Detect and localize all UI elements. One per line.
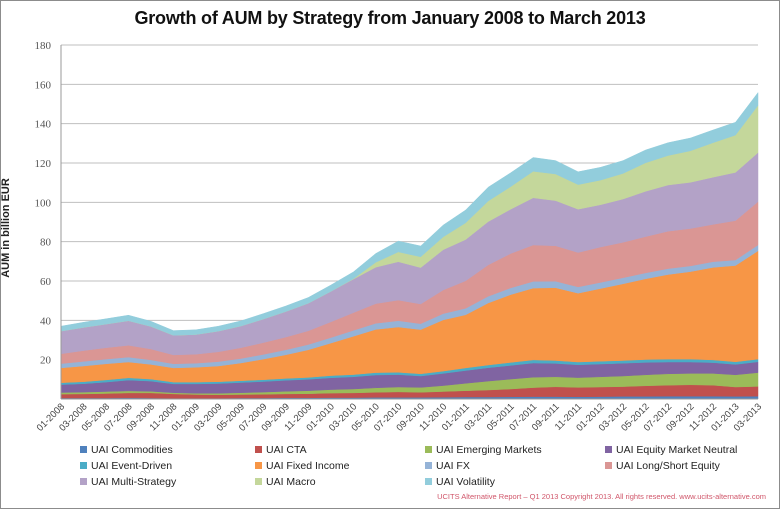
legend-label: UAI CTA — [266, 444, 307, 456]
x-tick-labels: 01-200803-200805-200807-200809-200811-20… — [35, 401, 764, 433]
legend-label: UAI Macro — [266, 476, 316, 488]
legend-item: UAI Multi-Strategy — [80, 476, 176, 488]
y-tick-label: 80 — [40, 237, 52, 249]
y-tick-label: 100 — [35, 197, 52, 209]
legend-item: UAI Equity Market Neutral — [605, 444, 737, 456]
legend-item: UAI Fixed Income — [255, 460, 349, 472]
area-series — [60, 91, 759, 400]
legend-swatch — [605, 461, 612, 469]
legend-swatch — [605, 445, 612, 453]
y-tick-label: 140 — [35, 119, 52, 131]
legend-swatch — [255, 477, 262, 485]
legend-label: UAI FX — [436, 460, 470, 472]
legend-label: UAI Event-Driven — [91, 460, 173, 472]
legend-label: UAI Equity Market Neutral — [616, 444, 738, 456]
legend-swatch — [80, 461, 87, 469]
y-tick-label: 20 — [40, 355, 52, 367]
y-tick-label: 180 — [35, 40, 52, 52]
legend-swatch — [80, 445, 87, 453]
y-tick-label: 60 — [40, 276, 52, 288]
legend-swatch — [255, 461, 262, 469]
legend-label: UAI Fixed Income — [266, 460, 350, 472]
legend-item: UAI Event-Driven — [80, 460, 172, 472]
legend-label: UAI Emerging Markets — [436, 444, 542, 456]
y-tick-label: 40 — [40, 315, 52, 327]
legend-label: UAI Multi-Strategy — [91, 476, 177, 488]
area-uai-volatility — [60, 91, 759, 336]
legend-item: UAI Volatility — [425, 476, 495, 488]
legend-item: UAI Emerging Markets — [425, 444, 542, 456]
legend-item: UAI CTA — [255, 444, 307, 456]
y-tick-label: 160 — [35, 79, 52, 91]
axes — [60, 45, 758, 400]
legend-item: UAI Commodities — [80, 444, 173, 456]
legend-label: UAI Long/Short Equity — [616, 460, 720, 472]
legend-label: UAI Commodities — [91, 444, 173, 456]
y-tick-label: 120 — [35, 158, 52, 170]
legend-swatch — [425, 461, 432, 469]
legend-item: UAI Macro — [255, 476, 316, 488]
chart-title: Growth of AUM by Strategy from January 2… — [134, 8, 646, 28]
y-tick-labels: 20 40 60 80 100 120 140 160 180 — [35, 40, 52, 367]
legend-item: UAI FX — [425, 460, 470, 472]
copyright-footer: UCITS Alternative Report – Q1 2013 Copyr… — [437, 492, 766, 501]
legend-label: UAI Volatility — [436, 476, 495, 488]
legend-swatch — [255, 445, 262, 453]
legend-swatch — [425, 445, 432, 453]
legend-swatch — [80, 477, 87, 485]
legend-item: UAI Long/Short Equity — [605, 460, 720, 472]
legend-swatch — [425, 477, 432, 485]
